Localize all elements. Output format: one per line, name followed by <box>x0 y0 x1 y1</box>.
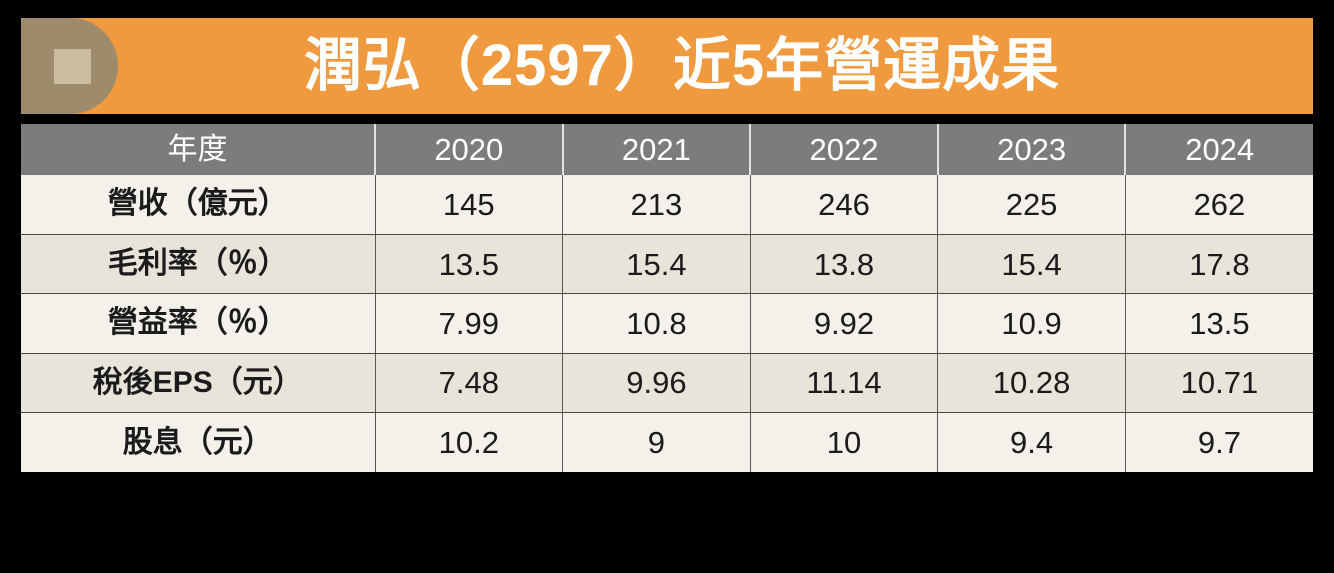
cell-dividend-2021: 9 <box>562 412 751 472</box>
cell-revenue-2021: 213 <box>562 175 751 235</box>
cell-dividend-2022: 10 <box>750 412 939 472</box>
column-header-2024: 2024 <box>1125 124 1313 175</box>
row-label-revenue: 營收（億元） <box>21 175 376 235</box>
column-header-2023: 2023 <box>937 124 1127 175</box>
title-banner: 潤弘（2597）近5年營運成果 <box>21 18 1313 114</box>
cell-gross-margin-2022: 13.8 <box>750 234 939 295</box>
cell-revenue-2024: 262 <box>1125 175 1313 235</box>
row-label-gross-margin: 毛利率（％） <box>21 234 376 295</box>
cell-gross-margin-2021: 15.4 <box>562 234 751 295</box>
cell-operating-margin-2023: 10.9 <box>937 293 1126 354</box>
cell-eps-2023: 10.28 <box>937 353 1126 414</box>
square-badge-icon <box>21 18 118 114</box>
operating-results-table: 年度 2020 2021 2022 2023 2024 營收（億元） 145 2… <box>21 124 1313 472</box>
cell-gross-margin-2024: 17.8 <box>1125 234 1313 295</box>
cell-revenue-2022: 246 <box>750 175 939 235</box>
table-header: 年度 2020 2021 2022 2023 2024 <box>21 124 1313 175</box>
cell-eps-2021: 9.96 <box>562 353 751 414</box>
cell-operating-margin-2020: 7.99 <box>375 293 564 354</box>
column-header-2021: 2021 <box>562 124 752 175</box>
cell-operating-margin-2024: 13.5 <box>1125 293 1313 354</box>
cell-dividend-2024: 9.7 <box>1125 412 1313 472</box>
cell-gross-margin-2020: 13.5 <box>375 234 564 295</box>
cell-eps-2020: 7.48 <box>375 353 564 414</box>
table-row: 稅後EPS（元） 7.48 9.96 11.14 10.28 10.71 <box>21 353 1313 414</box>
cell-eps-2024: 10.71 <box>1125 353 1313 414</box>
column-header-2022: 2022 <box>750 124 939 175</box>
row-label-eps: 稅後EPS（元） <box>21 353 376 414</box>
table-body: 營收（億元） 145 213 246 225 262 毛利率（％） 13.5 1… <box>21 175 1313 472</box>
row-label-operating-margin: 營益率（％） <box>21 293 376 354</box>
table-row: 股息（元） 10.2 9 10 9.4 9.7 <box>21 412 1313 472</box>
cell-revenue-2020: 145 <box>375 175 564 235</box>
column-header-metric: 年度 <box>21 124 376 175</box>
column-header-2020: 2020 <box>375 124 564 175</box>
cell-dividend-2020: 10.2 <box>375 412 564 472</box>
cell-operating-margin-2021: 10.8 <box>562 293 751 354</box>
table-row: 毛利率（％） 13.5 15.4 13.8 15.4 17.8 <box>21 234 1313 295</box>
cell-dividend-2023: 9.4 <box>937 412 1126 472</box>
table: 年度 2020 2021 2022 2023 2024 營收（億元） 145 2… <box>21 124 1313 472</box>
cell-operating-margin-2022: 9.92 <box>750 293 939 354</box>
page-title: 潤弘（2597）近5年營運成果 <box>303 33 1061 98</box>
cell-gross-margin-2023: 15.4 <box>937 234 1126 295</box>
table-header-row: 年度 2020 2021 2022 2023 2024 <box>21 124 1313 175</box>
cell-revenue-2023: 225 <box>937 175 1126 235</box>
cell-eps-2022: 11.14 <box>750 353 939 414</box>
table-row: 營收（億元） 145 213 246 225 262 <box>21 175 1313 235</box>
row-label-dividend: 股息（元） <box>21 412 376 472</box>
table-row: 營益率（％） 7.99 10.8 9.92 10.9 13.5 <box>21 293 1313 354</box>
square-badge-inner-icon <box>54 49 91 84</box>
